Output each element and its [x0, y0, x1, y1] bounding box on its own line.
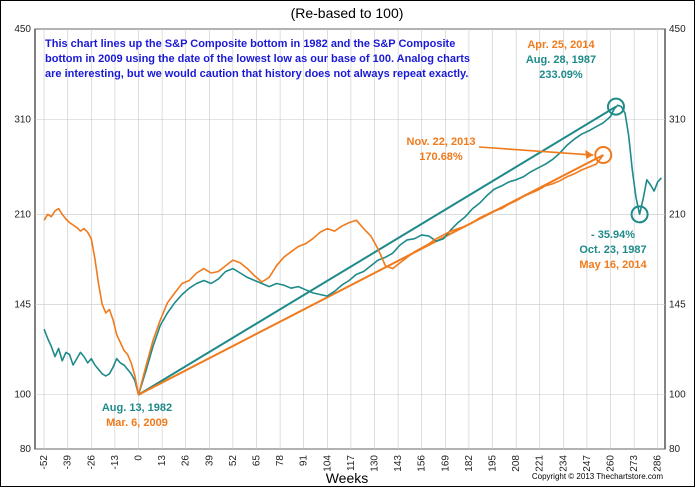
x-tick-78: 78: [275, 455, 286, 467]
annotation-apr-2014: Apr. 25, 2014: [527, 39, 595, 51]
note-line-3: are interesting, but we would caution th…: [45, 68, 468, 80]
y-tick-left-450: 450: [14, 24, 31, 35]
x-tick-156: 156: [417, 455, 428, 472]
annotation-crash-pct: - 35.94%: [591, 229, 635, 241]
marker-circle-0: [606, 97, 625, 116]
annotation-nov-2013: Nov. 22, 2013: [407, 136, 476, 148]
x-tick-130: 130: [370, 455, 381, 472]
y-tick-left-145: 145: [14, 299, 31, 310]
x-tick-169: 169: [440, 455, 451, 472]
annotation-arrowhead: [585, 150, 594, 160]
note-line-2: bottom in 2009 using the date of the low…: [45, 53, 470, 65]
y-tick-left-100: 100: [14, 390, 31, 401]
series-line-0: [43, 104, 662, 396]
annotation-arrow: [478, 146, 594, 156]
x-tick--26: -26: [86, 455, 97, 470]
y-axis-right: 80 100 145 210 310 450: [669, 24, 686, 455]
x-tick-39: 39: [204, 455, 215, 467]
annotation-mar-2009: Mar. 6, 2009: [106, 417, 168, 429]
markers: [478, 97, 649, 224]
annotation-peak-pct: 233.09%: [539, 69, 583, 81]
x-tick-0: 0: [133, 455, 144, 461]
y-tick-left-80: 80: [20, 444, 32, 455]
x-tick-273: 273: [629, 455, 640, 472]
x-tick-52: 52: [228, 455, 239, 467]
y-tick-right-100: 100: [669, 390, 686, 401]
x-tick-117: 117: [346, 455, 357, 471]
x-tick-104: 104: [322, 455, 333, 472]
x-tick-182: 182: [464, 455, 475, 472]
series: [43, 104, 662, 396]
x-tick-195: 195: [488, 455, 499, 472]
note-line-1: This chart lines up the S&P Composite bo…: [45, 38, 455, 50]
x-tick-247: 247: [582, 455, 593, 472]
y-tick-right-310: 310: [669, 115, 686, 126]
x-tick--13: -13: [110, 455, 121, 470]
annotation-nov-pct: 170.68%: [419, 151, 463, 163]
x-tick-260: 260: [606, 455, 617, 472]
x-tick-208: 208: [511, 455, 522, 472]
x-axis-label: Weeks: [326, 470, 369, 486]
x-tick-286: 286: [653, 455, 664, 472]
y-tick-right-80: 80: [669, 444, 681, 455]
chart-subtitle: (Re-based to 100): [291, 5, 404, 21]
y-tick-right-145: 145: [669, 299, 686, 310]
annotation-may-2014: May 16, 2014: [579, 259, 647, 271]
x-tick-13: 13: [157, 455, 168, 467]
x-axis: -52 -39 -26 -13 0 13 26 39 52 65 78 91 104 117 130 143 1…: [39, 455, 664, 472]
x-tick--39: -39: [63, 455, 74, 470]
series-line-1: [43, 154, 604, 396]
y-tick-right-450: 450: [669, 24, 686, 35]
x-tick-143: 143: [393, 455, 404, 472]
trendline-0: [137, 105, 617, 396]
annotation-aug-1987: Aug. 28, 1987: [526, 54, 596, 66]
x-tick-26: 26: [181, 455, 192, 467]
grid: [35, 28, 665, 450]
y-axis-left: 80 100 145 210 310 450: [14, 24, 31, 455]
x-tick-234: 234: [558, 455, 569, 472]
x-tick--52: -52: [39, 455, 50, 470]
y-tick-left-210: 210: [14, 209, 31, 220]
x-tick-65: 65: [251, 455, 262, 467]
annotation-aug-1982: Aug. 13, 1982: [102, 402, 172, 414]
x-tick-221: 221: [535, 455, 546, 472]
annotation-oct-1987: Oct. 23, 1987: [579, 244, 646, 256]
y-tick-left-310: 310: [14, 115, 31, 126]
marker-circle-1: [594, 146, 613, 165]
x-tick-91: 91: [299, 455, 310, 467]
marker-circle-2: [630, 205, 649, 224]
y-tick-right-210: 210: [669, 209, 686, 220]
plot-area: [34, 28, 666, 450]
copyright: Copyright © 2013 Thechartstore.com: [532, 472, 663, 481]
